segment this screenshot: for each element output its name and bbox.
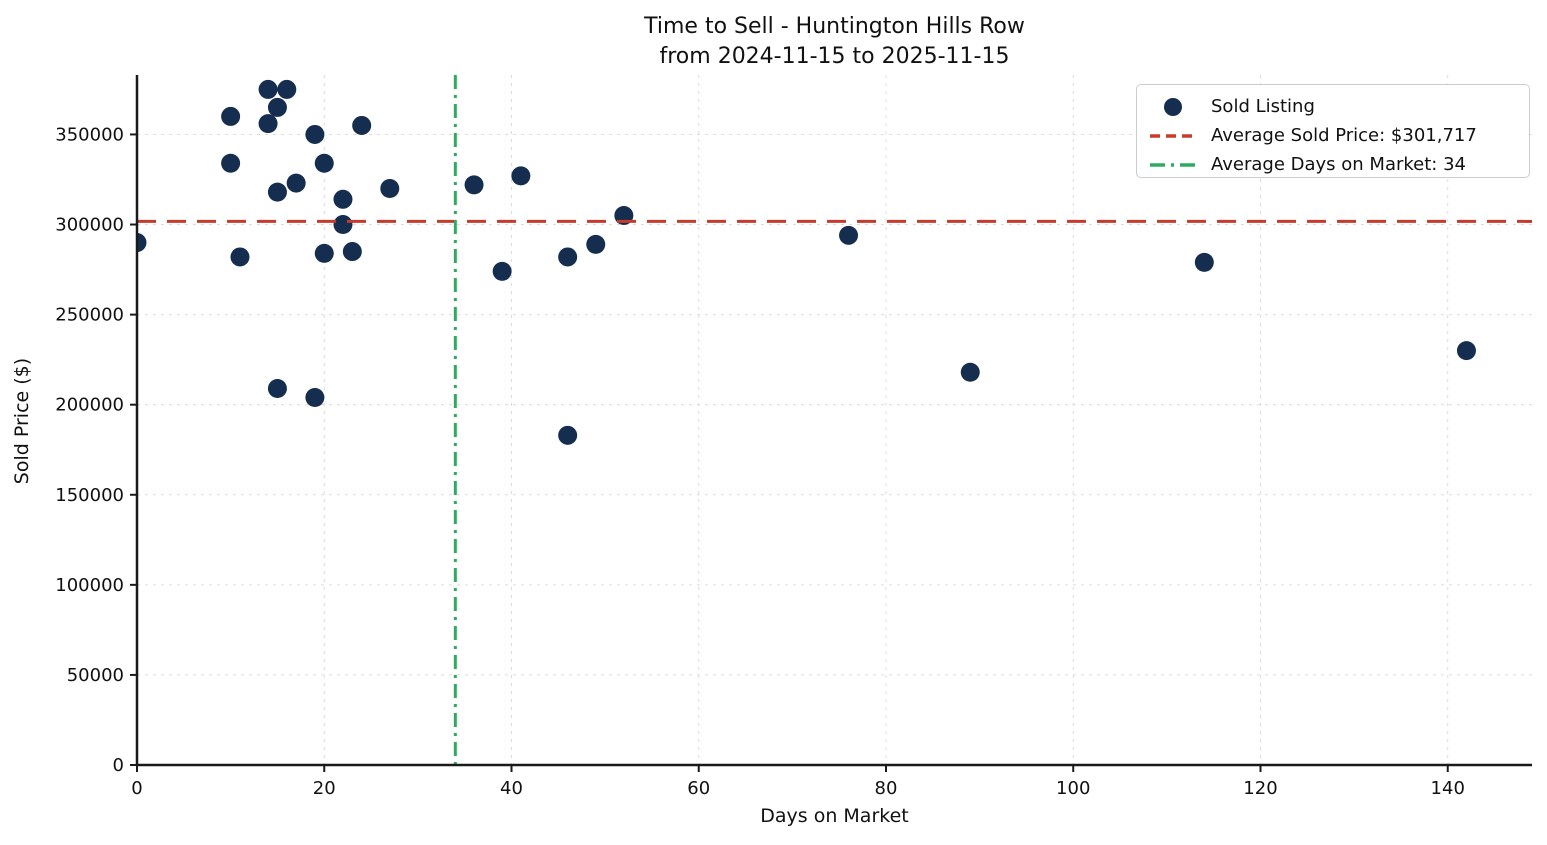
x-axis-label: Days on Market — [760, 805, 909, 827]
scatter-dot-icon — [1149, 97, 1197, 117]
data-point-sold-listing — [258, 79, 278, 99]
y-tick-label: 50000 — [67, 665, 124, 686]
data-point-sold-listing — [267, 97, 287, 117]
legend-item-avg-price: Average Sold Price: $301,717 — [1149, 121, 1529, 150]
y-tick-label: 0 — [113, 755, 124, 776]
data-point-sold-listing — [258, 114, 278, 134]
legend-label-avg-price: Average Sold Price: $301,717 — [1211, 125, 1477, 146]
data-point-sold-listing — [1194, 252, 1214, 272]
data-point-sold-listing — [352, 115, 372, 135]
data-point-sold-listing — [333, 189, 353, 209]
data-point-sold-listing — [839, 225, 859, 245]
dashed-line-icon — [1149, 126, 1197, 146]
y-tick-label: 350000 — [55, 124, 124, 145]
legend: Sold Listing Average Sold Price: $301,71… — [1136, 84, 1530, 178]
data-point-sold-listing — [558, 425, 578, 445]
data-point-sold-listing — [305, 387, 325, 407]
data-point-sold-listing — [586, 234, 606, 254]
data-point-sold-listing — [230, 247, 250, 267]
y-tick-label: 250000 — [55, 305, 124, 326]
data-point-sold-listing — [314, 153, 334, 173]
data-point-sold-listing — [221, 106, 241, 126]
data-point-sold-listing — [492, 261, 512, 281]
legend-label-avg-days: Average Days on Market: 34 — [1211, 154, 1466, 175]
data-point-sold-listing — [342, 242, 362, 262]
y-tick-label: 200000 — [55, 395, 124, 416]
data-point-sold-listing — [380, 178, 400, 198]
data-point-sold-listing — [221, 153, 241, 173]
data-point-sold-listing — [464, 175, 484, 195]
x-tick-label: 40 — [500, 778, 523, 799]
dashdot-line-icon — [1149, 155, 1197, 175]
y-tick-label: 300000 — [55, 215, 124, 236]
data-point-sold-listing — [305, 124, 325, 144]
y-axis-label: Sold Price ($) — [11, 357, 33, 485]
data-point-sold-listing — [277, 79, 297, 99]
chart-title: Time to Sell - Huntington Hills Row from… — [137, 12, 1532, 72]
data-point-sold-listing — [314, 243, 334, 263]
data-point-sold-listing — [286, 173, 306, 193]
data-point-sold-listing — [558, 247, 578, 267]
x-tick-label: 20 — [313, 778, 336, 799]
legend-item-sold-listing: Sold Listing — [1149, 92, 1529, 121]
x-tick-label: 100 — [1056, 778, 1090, 799]
data-point-sold-listing — [267, 182, 287, 202]
data-point-sold-listing — [960, 362, 980, 382]
data-point-sold-listing — [267, 378, 287, 398]
x-tick-label: 120 — [1243, 778, 1277, 799]
data-point-sold-listing — [333, 215, 353, 235]
data-point-sold-listing — [1456, 341, 1476, 361]
y-tick-label: 100000 — [55, 575, 124, 596]
x-tick-label: 80 — [875, 778, 898, 799]
x-tick-label: 0 — [131, 778, 142, 799]
chart-title-line2: from 2024-11-15 to 2025-11-15 — [659, 44, 1010, 69]
data-point-sold-listing — [511, 166, 531, 186]
x-tick-label: 140 — [1431, 778, 1465, 799]
legend-item-avg-days: Average Days on Market: 34 — [1149, 150, 1529, 179]
chart-title-line1: Time to Sell - Huntington Hills Row — [644, 14, 1025, 39]
y-tick-label: 150000 — [55, 485, 124, 506]
legend-label-sold-listing: Sold Listing — [1211, 96, 1315, 117]
scatter-series — [137, 79, 1476, 445]
x-tick-label: 60 — [687, 778, 710, 799]
data-point-sold-listing — [137, 233, 147, 253]
